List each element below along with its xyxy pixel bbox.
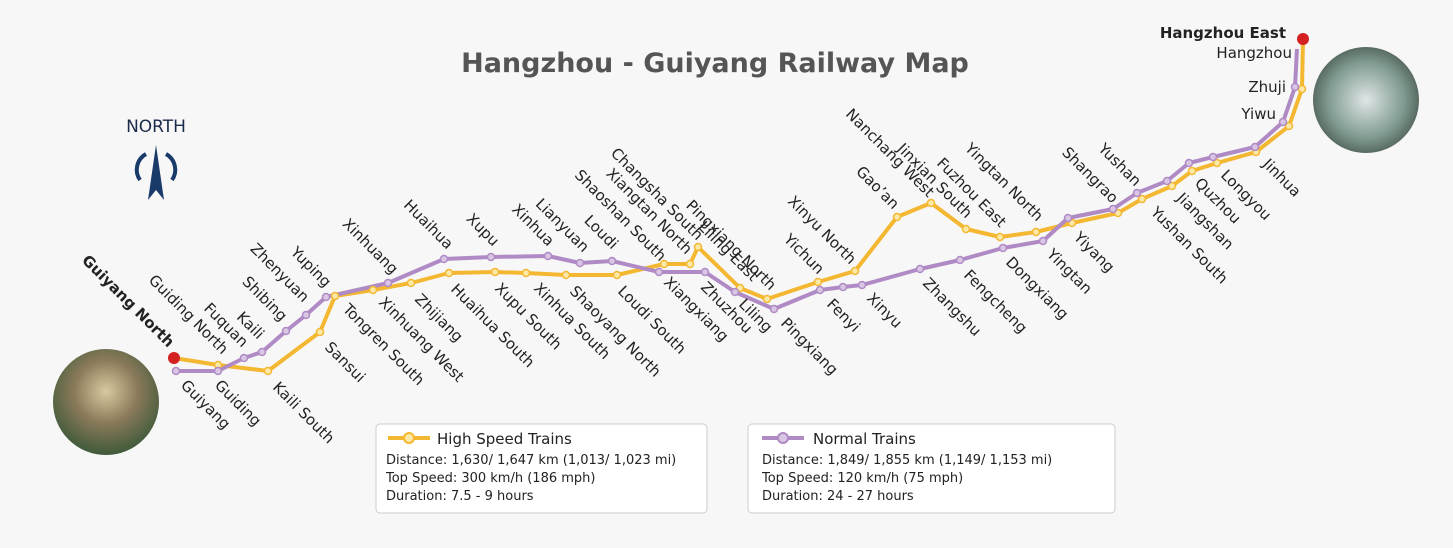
station-dot — [1290, 82, 1300, 92]
station-dot — [257, 347, 267, 357]
station-dot — [301, 310, 311, 320]
station-dot — [171, 366, 181, 376]
terminal-dot — [168, 352, 180, 364]
station-dot — [1187, 166, 1197, 176]
station-dot — [1162, 176, 1172, 186]
legend — [375, 423, 1116, 514]
station-dot — [281, 326, 291, 336]
station-dot — [561, 270, 571, 280]
station-dot — [1212, 158, 1222, 168]
station-dot — [1167, 181, 1177, 191]
station-dot — [769, 304, 779, 314]
station-dot — [693, 242, 703, 252]
station-dot — [543, 251, 553, 261]
compass-label: NORTH — [126, 117, 186, 137]
station-dot — [961, 224, 971, 234]
station-dot — [263, 366, 273, 376]
station-dot — [1132, 188, 1142, 198]
station-dot — [815, 285, 825, 295]
station-dot — [330, 291, 340, 301]
station-dot — [1038, 236, 1048, 246]
station-dot — [521, 268, 531, 278]
hangzhou-photo — [1313, 47, 1419, 153]
station-dot — [239, 353, 249, 363]
station-dot — [1184, 158, 1194, 168]
station-dot — [995, 232, 1005, 242]
station-dot — [838, 282, 848, 292]
station-dot — [1250, 142, 1260, 152]
station-dot — [1297, 84, 1307, 94]
station-dot — [1063, 213, 1073, 223]
legend-title: Normal Trains — [813, 430, 916, 448]
legend-detail: Duration: 24 - 27 hours — [762, 489, 914, 504]
guiyang-photo — [53, 349, 159, 455]
station-dot — [915, 264, 925, 274]
legend-detail: Top Speed: 120 km/h (75 mph) — [761, 471, 963, 486]
station-dot — [1284, 121, 1294, 131]
station-dot — [486, 252, 496, 262]
station-dot — [1137, 194, 1147, 204]
legend-detail: Distance: 1,630/ 1,647 km (1,013/ 1,023 … — [386, 453, 676, 468]
station-dot — [857, 280, 867, 290]
station-dot — [1278, 117, 1288, 127]
station-label: Hangzhou — [1216, 44, 1292, 62]
station-dot — [575, 258, 585, 268]
normal-line — [176, 48, 1299, 373]
station-dot — [762, 294, 772, 304]
station-dot — [406, 278, 416, 288]
station-dot — [383, 278, 393, 288]
station-dot — [315, 327, 325, 337]
station-dot — [612, 270, 622, 280]
station-dot — [1208, 152, 1218, 162]
high-speed-line — [173, 38, 1305, 373]
station-dot — [1031, 227, 1041, 237]
title: Hangzhou - Guiyang Railway Map — [461, 48, 969, 79]
station-dot — [654, 267, 664, 277]
station-dot — [444, 268, 454, 278]
station-dot — [439, 254, 449, 264]
station-dot — [685, 259, 695, 269]
station-dot — [659, 259, 669, 269]
station-dot — [730, 287, 740, 297]
terminal-label: Hangzhou East — [1160, 24, 1286, 42]
station-dot — [892, 212, 902, 222]
station-dot — [213, 366, 223, 376]
station-dot — [955, 255, 965, 265]
station-label: Zhuji — [1248, 78, 1286, 96]
station-label: Yiwu — [1240, 105, 1276, 123]
station-dot — [368, 285, 378, 295]
station-dot — [321, 292, 331, 302]
station-dot — [998, 243, 1008, 253]
terminal-dot — [1297, 33, 1309, 45]
legend-title: High Speed Trains — [437, 430, 572, 448]
legend-detail: Distance: 1,849/ 1,855 km (1,149/ 1,153 … — [762, 453, 1052, 468]
station-dot — [607, 256, 617, 266]
station-dot — [700, 267, 710, 277]
station-dot — [850, 266, 860, 276]
compass — [134, 145, 178, 200]
legend-detail: Duration: 7.5 - 9 hours — [386, 489, 534, 504]
legend-detail: Top Speed: 300 km/h (186 mph) — [385, 471, 595, 486]
station-dot — [490, 267, 500, 277]
station-dot — [1108, 204, 1118, 214]
station-dot — [926, 198, 936, 208]
station-dot — [813, 277, 823, 287]
